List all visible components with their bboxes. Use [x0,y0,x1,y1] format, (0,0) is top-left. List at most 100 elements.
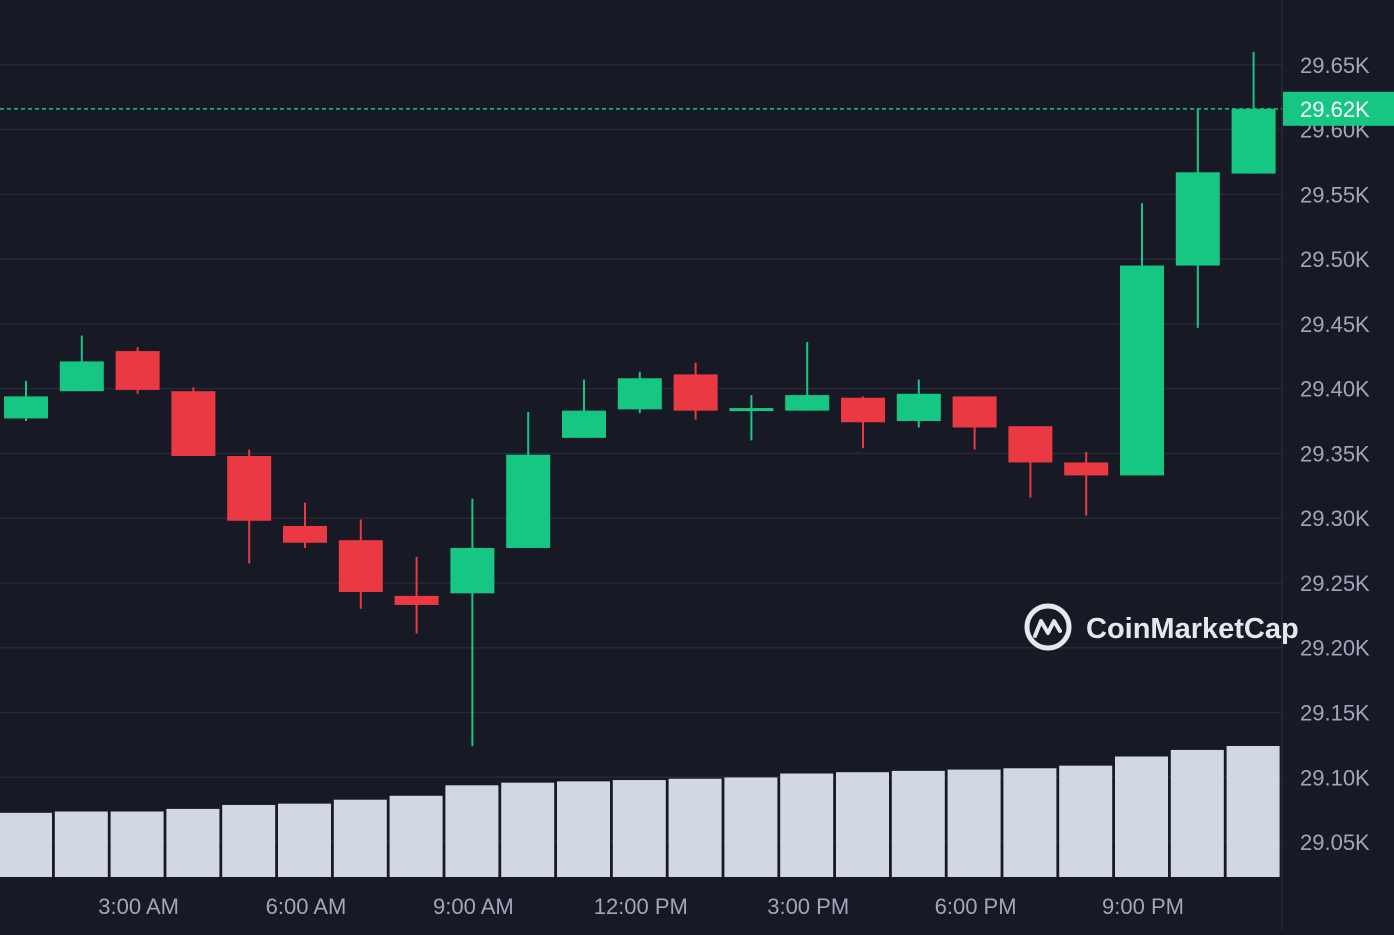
candle [394,557,439,634]
volume-bar [1003,768,1057,877]
y-axis: 29.05K 29.10K 29.15K 29.20K 29.25K 29.30K 29.3… [1300,53,1370,855]
candle-body [394,595,439,605]
candle [952,396,997,450]
coinmarketcap-logo-icon [1024,603,1072,651]
candle [450,498,495,747]
candle [785,341,830,411]
candle [227,449,272,564]
y-tick-label: 29.65K [1300,53,1370,78]
volume-bar [222,804,276,877]
candle-body [952,396,997,428]
candle-body [1064,462,1109,476]
x-tick-label: 12:00 PM [594,894,688,919]
volume-bar [557,781,610,877]
volume-bar [836,772,889,877]
volume-bar [54,811,108,877]
volume-bar [780,773,834,877]
candle-body [1008,426,1053,463]
candle-body [1231,108,1276,174]
candle-body [896,393,941,422]
x-tick-label: 6:00 PM [935,894,1017,919]
candle [171,387,216,456]
candle [59,335,104,392]
candle [729,395,774,441]
candle [115,347,160,394]
candle-body [841,397,885,423]
x-axis: 3:00 AM 6:00 AM 9:00 AM 12:00 PM 3:00 PM 6:00… [98,894,1184,919]
volume-bars [0,746,1280,877]
y-tick-label: 29.15K [1300,700,1370,725]
y-tick-label: 29.55K [1300,182,1370,207]
candle-body [59,361,104,392]
last-price-label: 29.62K [1300,97,1370,122]
y-tick-label: 29.20K [1300,636,1370,661]
watermark: CoinMarketCap [1024,603,1299,651]
volume-bar [1170,749,1224,877]
volume-bar [278,803,331,877]
candle-body [1120,265,1164,476]
y-tick-label: 29.45K [1300,312,1370,337]
x-tick-label: 3:00 PM [767,894,849,919]
volume-bar [612,780,666,877]
volume-bar [389,795,443,877]
volume-bar [110,811,164,877]
x-tick-label: 3:00 AM [98,894,179,919]
candle [562,379,606,438]
candle-body [115,351,160,390]
y-tick-label: 29.35K [1300,441,1370,466]
volume-bar [1115,756,1168,877]
volume-bar [445,785,499,877]
grid-lines [0,0,1283,930]
volume-bar [947,769,1001,877]
x-tick-label: 9:00 AM [433,894,514,919]
x-tick-label: 9:00 PM [1102,894,1184,919]
volume-bar [0,812,52,877]
x-tick-label: 6:00 AM [266,894,347,919]
candles [4,51,1276,747]
volume-bar [724,777,778,877]
candle-body [227,455,272,521]
candle [506,411,551,548]
candle [1008,426,1053,498]
y-tick-label: 29.30K [1300,506,1370,531]
watermark-text: CoinMarketCap [1086,613,1299,645]
candle-body [1175,172,1220,266]
candle [1175,108,1220,328]
candle-body [729,408,774,412]
candle-body [338,540,383,593]
volume-bar [166,808,220,877]
last-price-marker: 29.62K [0,91,1394,126]
candle [338,519,383,609]
candle-body [4,396,48,419]
candle-body [450,547,495,594]
candle-body [171,391,216,456]
candle-body [506,454,551,548]
candle [1231,51,1276,174]
y-tick-label: 29.10K [1300,765,1370,790]
candle [617,371,662,414]
candle-body [673,374,718,411]
candle [1064,452,1109,516]
volume-bar [333,799,387,877]
y-tick-label: 29.05K [1300,830,1370,855]
candle-body [562,410,606,438]
y-tick-label: 29.40K [1300,377,1370,402]
volume-bar [501,782,555,877]
candle [1120,203,1164,476]
candle-body [283,525,327,543]
candle [4,380,48,422]
candle [283,502,327,548]
volume-bar [668,778,722,877]
y-tick-label: 29.50K [1300,247,1370,272]
candle-body [617,378,662,410]
last-price-badge [1283,91,1394,126]
volume-bar [1059,765,1113,877]
y-tick-label: 29.25K [1300,571,1370,596]
candle [896,379,941,428]
candle-body [785,395,830,411]
candle [841,396,885,449]
volume-bar [891,770,945,877]
volume-bar [1226,746,1280,877]
